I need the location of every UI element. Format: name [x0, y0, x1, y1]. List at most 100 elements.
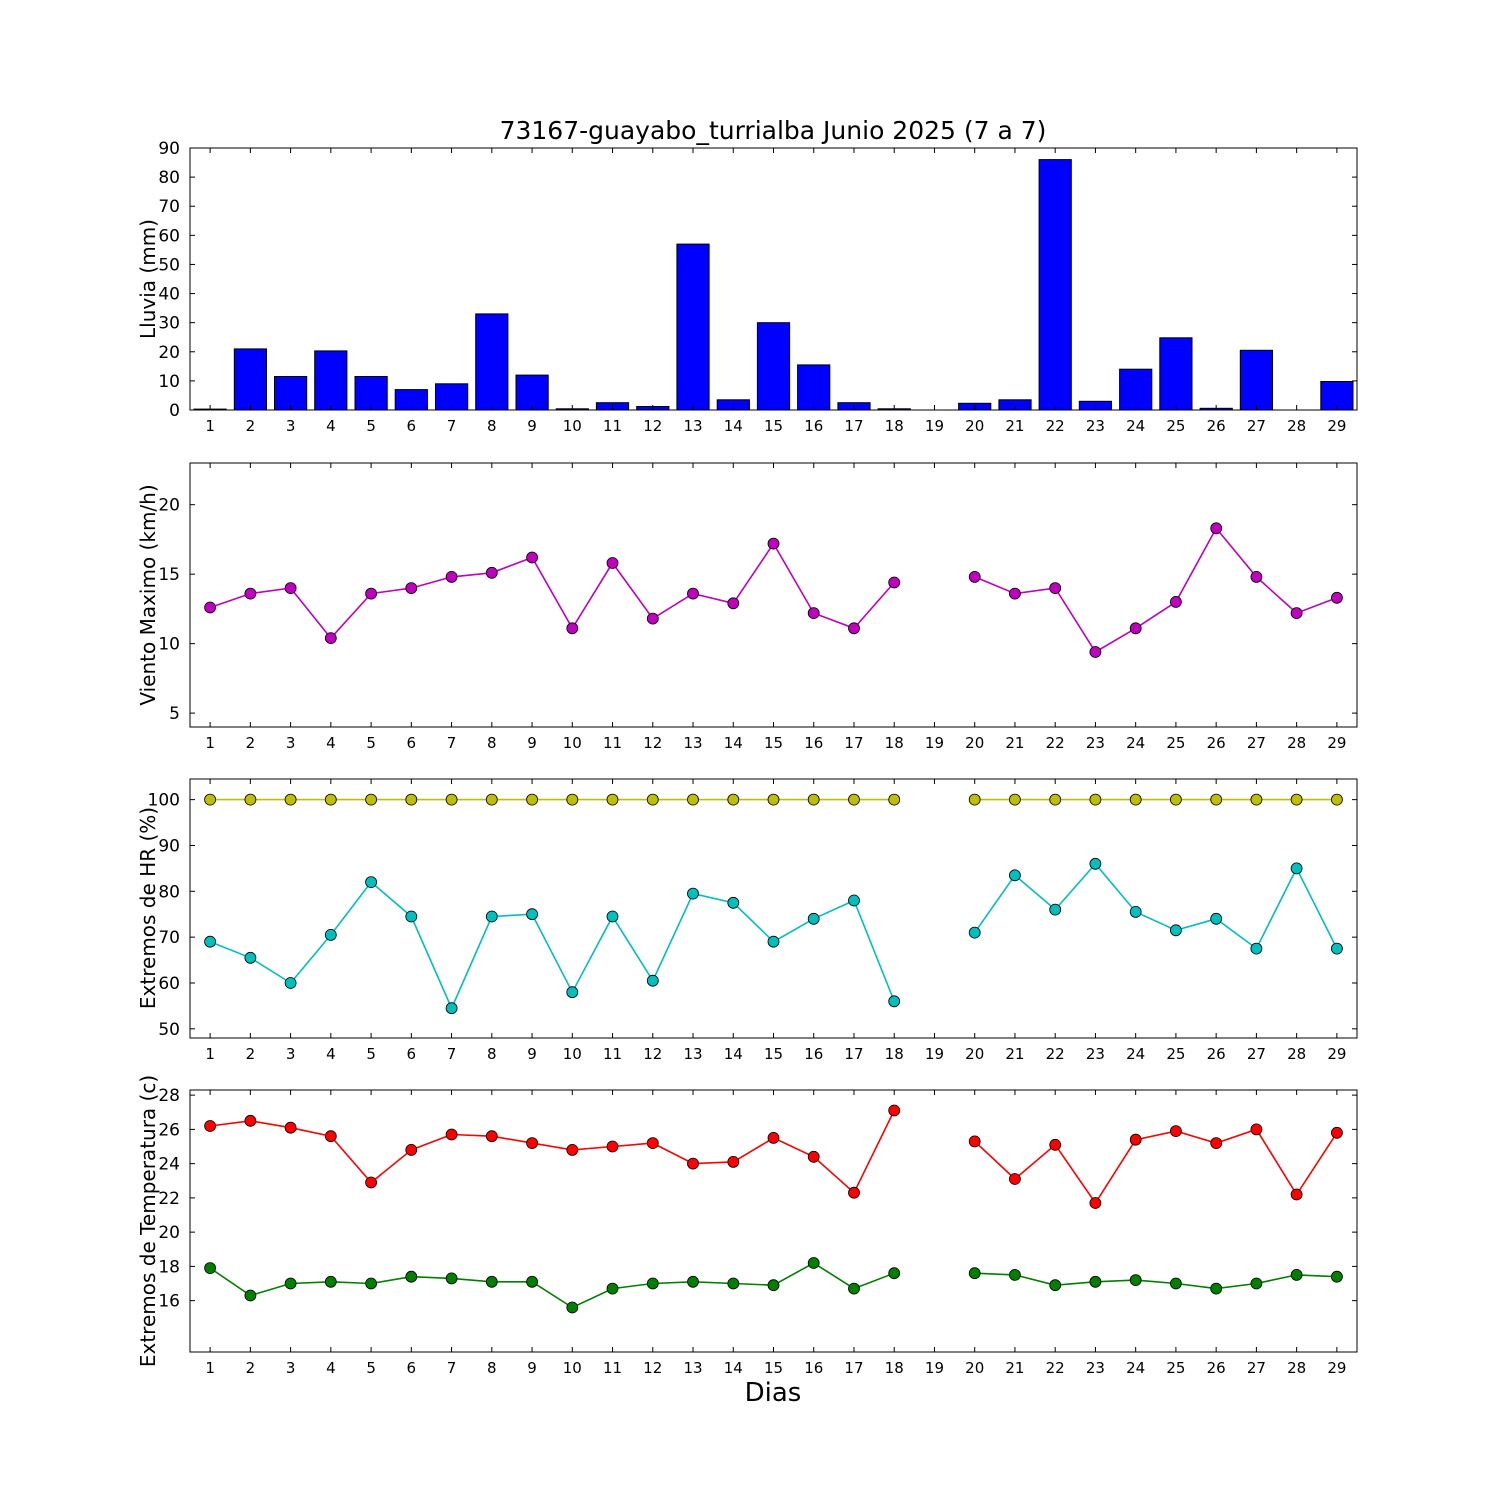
marker-temperatura_maxima-day-14 — [727, 1156, 740, 1168]
xtick-label: 26 — [1207, 417, 1226, 435]
marker-viento_maximo-day-14 — [727, 597, 740, 610]
xtick-label: 15 — [764, 1045, 783, 1063]
bar-day-8 — [475, 313, 509, 411]
marker-temperatura_maxima-day-21 — [1009, 1173, 1021, 1185]
xtick-label: 16 — [804, 1045, 823, 1063]
xtick-label: 4 — [326, 734, 336, 752]
marker-temperatura_maxima-day-17 — [848, 1186, 860, 1199]
xtick-label: 6 — [407, 417, 417, 435]
xtick-label: 15 — [764, 734, 783, 752]
ytick-label: 50 — [158, 255, 180, 275]
ytick-label: 16 — [158, 1292, 180, 1312]
xtick-label: 8 — [487, 1045, 497, 1063]
marker-hr_maxima-day-24 — [1129, 793, 1142, 806]
xtick-label: 7 — [447, 1359, 457, 1377]
marker-hr_maxima-day-26 — [1210, 793, 1223, 806]
ytick-label: 30 — [158, 314, 180, 334]
marker-temperatura_maxima-day-6 — [405, 1144, 418, 1156]
xtick-label: 3 — [286, 734, 296, 752]
subplot-lluvia-yticks: 0 10 20 30 40 50 60 70 80 90 — [158, 139, 1357, 421]
marker-hr_maxima-day-6 — [405, 793, 418, 806]
subplot-hr-xticks: 1 2 3 4 5 6 7 8 9 10 11 12 13 14 15 16 17 18 19 20 21 22 23 24 2… — [205, 779, 1346, 1063]
series-viento_maximo-line — [209, 526, 1338, 654]
xtick-label: 14 — [724, 734, 743, 752]
ytick-label: 90 — [158, 836, 180, 856]
marker-viento_maximo-day-4 — [324, 632, 337, 644]
marker-temperatura_maxima-day-27 — [1250, 1123, 1263, 1136]
ylabel-viento-maximo: Viento Maximo (km/h) — [136, 484, 160, 706]
xtick-label: 14 — [724, 417, 743, 435]
xtick-label: 9 — [527, 417, 537, 435]
marker-hr_minima-day-10 — [566, 986, 579, 999]
xtick-label: 23 — [1086, 1045, 1105, 1063]
ylabel-lluvia: Lluvia (mm) — [136, 219, 160, 339]
bar-day-22 — [1038, 159, 1072, 411]
marker-hr_minima-day-14 — [727, 896, 740, 909]
marker-viento_maximo-day-15 — [767, 537, 780, 550]
marker-hr_maxima-day-12 — [646, 793, 659, 806]
ytick-label: 90 — [158, 139, 180, 159]
xtick-label: 7 — [447, 417, 457, 435]
marker-temperatura_minima-day-4 — [324, 1275, 337, 1288]
xtick-label: 10 — [563, 734, 582, 752]
marker-temperatura_minima-day-21 — [1009, 1269, 1021, 1281]
marker-viento_maximo-day-25 — [1170, 596, 1182, 608]
marker-temperatura_minima-day-27 — [1250, 1277, 1263, 1290]
marker-temperatura_maxima-day-9 — [526, 1137, 538, 1149]
ytick-label: 50 — [158, 1020, 180, 1040]
marker-temperatura_minima-day-26 — [1210, 1282, 1223, 1295]
ytick-label: 20 — [158, 343, 180, 363]
marker-temperatura_minima-day-12 — [646, 1277, 659, 1290]
xtick-label: 4 — [326, 417, 336, 435]
xtick-label: 21 — [1005, 734, 1024, 752]
subplot-lluvia-data — [193, 159, 1354, 411]
xtick-label: 9 — [527, 1045, 537, 1063]
xtick-label: 10 — [563, 1045, 582, 1063]
marker-hr_maxima-day-7 — [445, 793, 458, 806]
marker-temperatura_minima-day-20 — [968, 1267, 981, 1280]
marker-hr_minima-day-22 — [1049, 903, 1062, 916]
marker-temperatura_minima-day-18 — [888, 1267, 901, 1280]
marker-hr_maxima-day-8 — [485, 793, 498, 806]
xtick-label: 1 — [205, 1045, 215, 1063]
xtick-label: 15 — [764, 1359, 783, 1377]
marker-viento_maximo-day-5 — [365, 587, 378, 600]
bar-day-13 — [676, 243, 710, 411]
subplot-temperatura-data — [204, 1104, 1343, 1314]
xtick-label: 27 — [1247, 734, 1266, 752]
xtick-label: 2 — [246, 1045, 256, 1063]
series-temperatura_maxima-line — [209, 1110, 1338, 1205]
xtick-label: 20 — [965, 1045, 984, 1063]
marker-hr_maxima-day-1 — [204, 793, 217, 806]
marker-hr_minima-day-4 — [324, 929, 337, 941]
xtick-label: 7 — [447, 1045, 457, 1063]
ytick-label: 26 — [158, 1120, 180, 1140]
xtick-label: 11 — [603, 1045, 622, 1063]
subplot-temperatura-frame — [189, 1089, 1358, 1353]
xtick-label: 2 — [246, 734, 256, 752]
marker-temperatura_minima-day-28 — [1290, 1269, 1303, 1281]
xtick-label: 23 — [1086, 1359, 1105, 1377]
subplot-viento-xticks: 1 2 3 4 5 6 7 8 9 10 11 12 13 14 15 16 17 18 19 20 21 22 23 24 2… — [205, 463, 1346, 752]
xtick-label: 12 — [643, 734, 662, 752]
marker-viento_maximo-day-12 — [646, 612, 659, 625]
xtick-label: 24 — [1126, 1045, 1145, 1063]
marker-hr_maxima-day-22 — [1049, 793, 1062, 806]
marker-temperatura_minima-day-29 — [1331, 1270, 1343, 1283]
marker-hr_minima-day-23 — [1089, 857, 1102, 870]
marker-viento_maximo-day-26 — [1210, 522, 1223, 535]
xtick-label: 12 — [643, 1359, 662, 1377]
marker-viento_maximo-day-2 — [244, 587, 257, 600]
marker-temperatura_maxima-day-28 — [1290, 1188, 1303, 1201]
marker-hr_maxima-day-9 — [526, 793, 538, 806]
xtick-label: 29 — [1327, 1045, 1346, 1063]
xlabel-dias: Dias — [744, 1378, 802, 1408]
subplot-lluvia-xticks: 1 2 3 4 5 6 7 8 9 10 11 12 13 14 15 16 17 18 19 20 21 22 23 24 2… — [205, 148, 1346, 435]
marker-temperatura_maxima-day-20 — [968, 1135, 981, 1148]
marker-hr_maxima-day-25 — [1170, 793, 1182, 806]
marker-viento_maximo-day-13 — [687, 587, 699, 600]
